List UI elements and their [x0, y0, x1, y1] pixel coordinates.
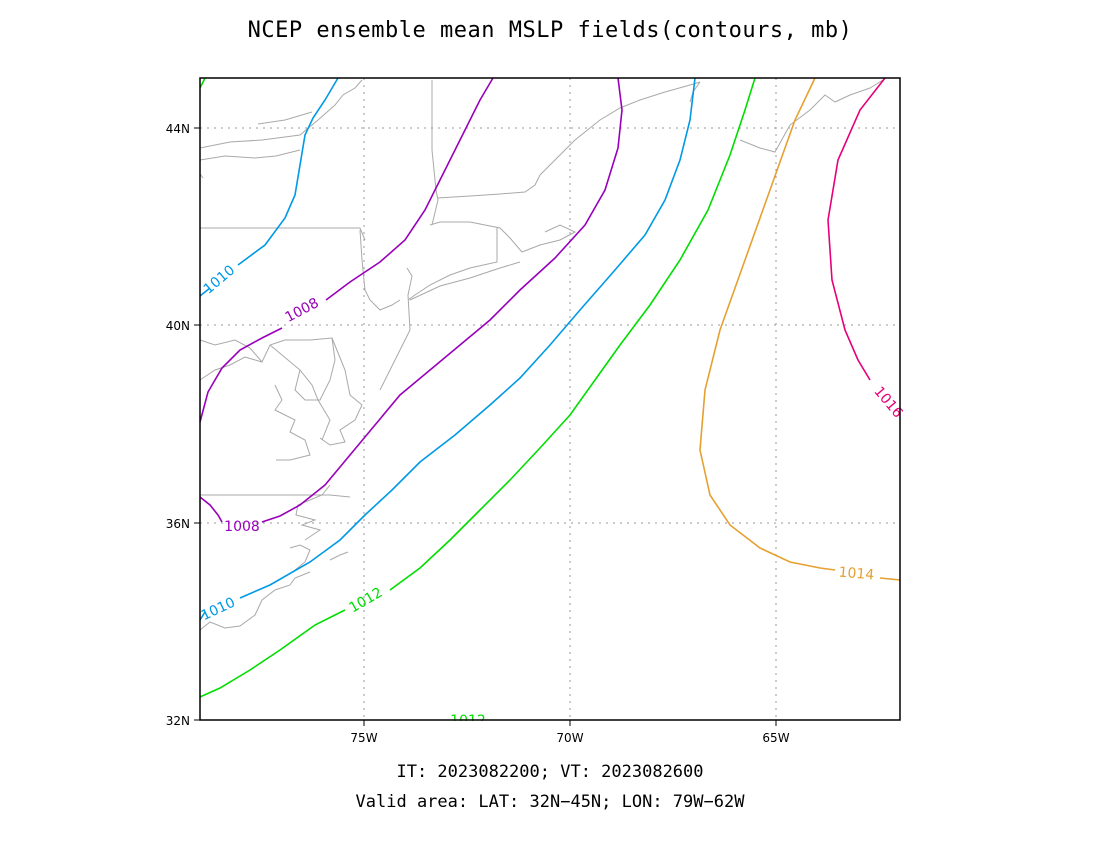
isobar-1014 [699, 77, 901, 581]
lat-label-44: 44N [166, 122, 190, 136]
frame-mask [150, 721, 930, 751]
graticule [200, 78, 900, 720]
isobar-1008-upper [199, 77, 494, 423]
lon-label-65w: 65W [762, 731, 789, 745]
area-info: Valid area: LAT: 32N−45N; LON: 79W−62W [355, 792, 745, 812]
isobar-1008-lower [199, 77, 623, 523]
chart-title: NCEP ensemble mean MSLP fields(contours,… [247, 18, 853, 43]
contour-labels: 1010 1008 1008 1010 1012 1012 1014 1016 [199, 262, 906, 729]
lat-label-36: 36N [166, 517, 190, 531]
time-info: IT: 2023082200; VT: 2023082600 [396, 762, 704, 782]
plot-frame [199, 77, 901, 721]
label-1008-lower: 1008 [224, 519, 260, 535]
isobar-1012-corner [199, 77, 206, 89]
tick-labels: 32N 36N 40N 44N 75W 70W 65W [166, 122, 790, 745]
lon-label-70w: 70W [556, 731, 583, 745]
lat-label-32: 32N [166, 714, 190, 728]
label-1012-mid: 1012 [347, 585, 386, 617]
isobar-1012 [199, 77, 756, 698]
label-1010-upper: 1010 [201, 262, 239, 297]
coastlines [199, 79, 884, 631]
tick-marks [194, 127, 777, 726]
isobar-1010-lower [199, 77, 696, 621]
label-1008-upper: 1008 [283, 295, 322, 326]
lat-label-40: 40N [166, 319, 190, 333]
label-1014: 1014 [838, 564, 875, 583]
isobars [199, 77, 901, 698]
lon-label-75w: 75W [350, 731, 377, 745]
label-1010-lower: 1010 [199, 595, 238, 625]
isobar-1016 [827, 77, 886, 381]
isobar-1010-upper [199, 77, 339, 297]
